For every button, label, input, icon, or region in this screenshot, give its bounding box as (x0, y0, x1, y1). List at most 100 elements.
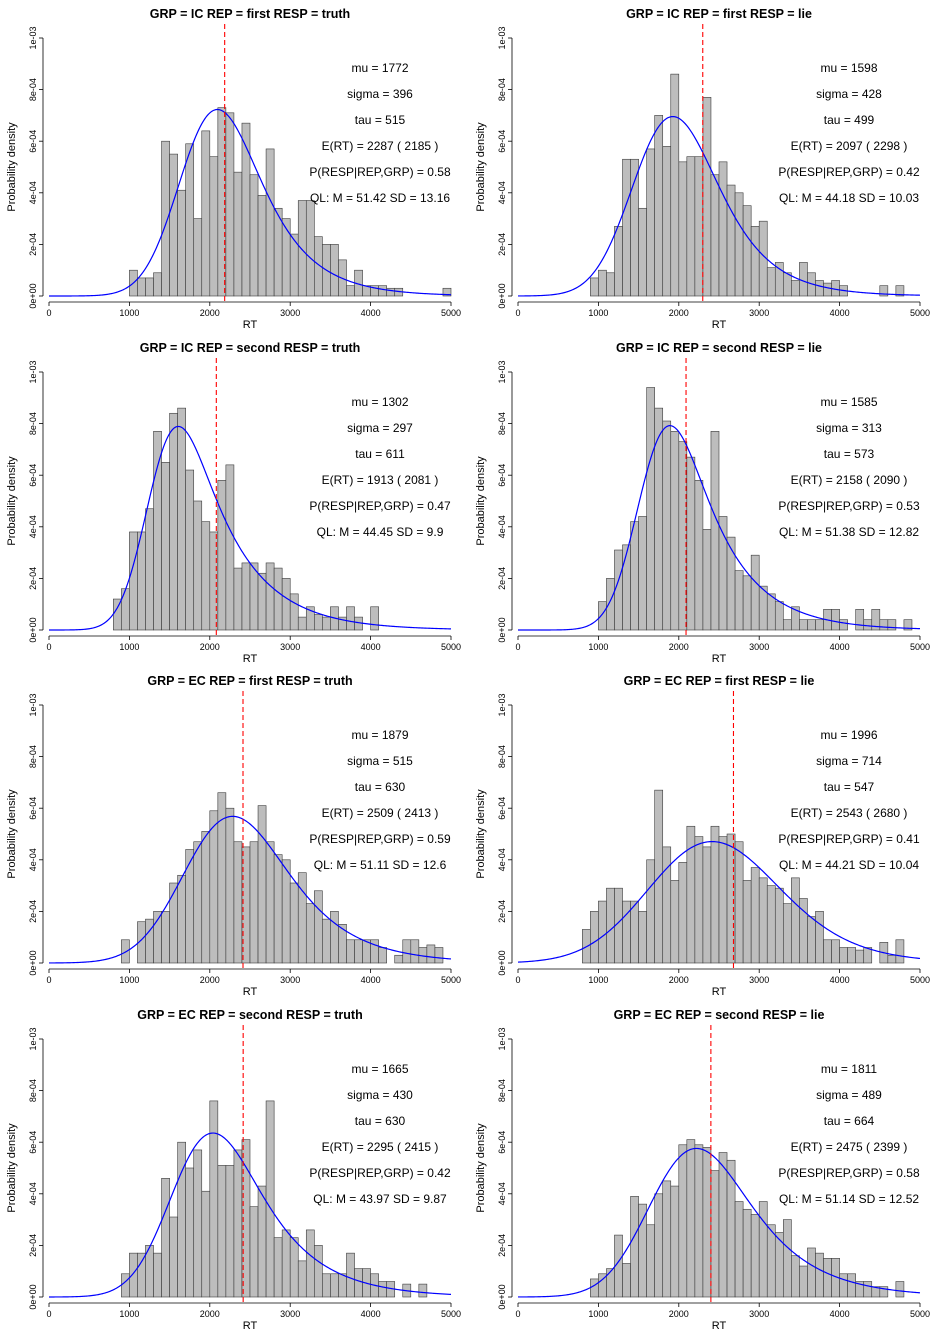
y-axis-label: Probability density (475, 789, 487, 879)
histogram-bar (630, 521, 639, 631)
histogram-bar (823, 939, 832, 964)
y-tick-label: 1e-03 (28, 360, 38, 383)
histogram-bar (281, 859, 291, 964)
x-tick-label: 3000 (749, 308, 769, 318)
histogram-bar (426, 944, 436, 964)
histogram-bar (646, 387, 655, 631)
histogram-bar (598, 269, 607, 297)
histogram-bar (686, 156, 696, 297)
stat-annotation: mu = 1879 (351, 728, 408, 742)
y-axis-label: Probability density (6, 1123, 18, 1213)
histogram-bar (145, 508, 154, 631)
histogram-bar (225, 1165, 235, 1298)
histogram-bar (686, 1139, 696, 1298)
histogram-bar (702, 1147, 712, 1298)
histogram-bar (330, 244, 339, 297)
x-tick-label: 4000 (361, 308, 381, 318)
histogram-bar (815, 1252, 824, 1298)
ex-gaussian-curve (517, 840, 921, 963)
histogram-bar (799, 1265, 808, 1298)
histogram-bar (807, 619, 816, 631)
histogram-bar (718, 836, 728, 964)
histogram-panel-2: GRP = IC REP = first RESP = lie 0 1000 2000… (475, 7, 930, 331)
histogram-bar (386, 287, 396, 297)
histogram-bar (265, 1100, 275, 1298)
histogram-bar (185, 849, 195, 964)
histogram-bar (694, 836, 704, 964)
histogram-bar (686, 456, 696, 631)
histogram-bar (322, 616, 331, 631)
y-tick-label: 8e-04 (497, 745, 507, 768)
stat-annotation: E(RT) = 2295 ( 2415 ) (322, 1140, 439, 1154)
y-axis-label: Probability density (6, 122, 18, 212)
histogram-bar (354, 1268, 363, 1298)
histogram-bar (799, 619, 808, 631)
y-tick-label: 4e-04 (28, 515, 38, 538)
histogram-bar (370, 606, 379, 631)
histogram-bar (750, 867, 760, 964)
stat-annotation: sigma = 714 (816, 754, 882, 768)
histogram-bar (630, 900, 639, 964)
x-tick-label: 4000 (361, 1309, 381, 1319)
histogram-bar (177, 874, 186, 964)
y-tick-label: 2e-04 (28, 567, 38, 590)
histogram-bar (153, 431, 162, 631)
histogram-bar (209, 810, 219, 964)
x-tick-label: 5000 (441, 975, 461, 985)
histogram-bar (734, 192, 744, 297)
histogram-bar (638, 516, 647, 631)
histogram-bar (799, 262, 808, 297)
histogram-bar (614, 549, 623, 631)
histogram-bar (710, 174, 720, 297)
histogram-bar (774, 601, 784, 631)
histogram-bar (783, 272, 792, 297)
stat-annotation: P(RESP|REP,GRP) = 0.47 (309, 499, 451, 513)
x-tick-label: 1000 (119, 975, 139, 985)
y-tick-label: 8e-04 (28, 745, 38, 768)
panel-title: GRP = EC REP = first RESP = lie (624, 674, 815, 688)
y-tick-label: 0e+00 (497, 283, 507, 308)
histogram-bar (630, 1196, 639, 1298)
histogram-bar (257, 805, 267, 964)
histogram-bar (678, 1144, 688, 1298)
stat-annotation: QL: M = 51.14 SD = 12.52 (779, 1192, 919, 1206)
x-tick-label: 3000 (280, 975, 300, 985)
histogram-bar (622, 544, 631, 631)
y-tick-label: 6e-04 (497, 797, 507, 820)
histogram-bar (402, 939, 412, 964)
x-tick-label: 2000 (669, 308, 689, 318)
histogram-bar (217, 1165, 227, 1298)
x-tick-label: 2000 (669, 1309, 689, 1319)
histogram-bar (606, 1268, 615, 1298)
histogram-bar (815, 280, 824, 297)
histogram-bar (281, 218, 291, 297)
histogram-bar (791, 877, 800, 964)
x-tick-label: 4000 (830, 308, 850, 318)
y-tick-label: 2e-04 (497, 233, 507, 256)
histogram-bar (807, 1247, 816, 1298)
y-tick-label: 8e-04 (497, 412, 507, 435)
histogram-bar (129, 531, 138, 631)
histogram-bar (169, 153, 178, 297)
histogram-bar (201, 521, 211, 631)
histogram-bar (791, 1255, 800, 1298)
histogram-bar (201, 130, 211, 297)
y-tick-label: 2e-04 (497, 900, 507, 923)
x-tick-label: 2000 (200, 308, 220, 318)
x-tick-label: 4000 (830, 642, 850, 652)
histogram-bar (766, 593, 776, 631)
histogram-bar (249, 1206, 259, 1298)
y-tick-label: 8e-04 (497, 1079, 507, 1102)
stat-annotation: P(RESP|REP,GRP) = 0.41 (778, 832, 920, 846)
histogram-bar (289, 593, 299, 631)
histogram-bar (839, 947, 848, 964)
histogram-bar (895, 939, 905, 964)
stat-annotation: E(RT) = 2509 ( 2413 ) (322, 806, 439, 820)
y-axis-label: Probability density (475, 1123, 487, 1213)
histogram-bar (670, 431, 680, 631)
histogram-bar (249, 174, 259, 297)
histogram-bar (418, 1283, 428, 1298)
histogram-bar (322, 1273, 331, 1298)
histogram-bar (314, 614, 323, 631)
histogram-bar (863, 1281, 873, 1298)
